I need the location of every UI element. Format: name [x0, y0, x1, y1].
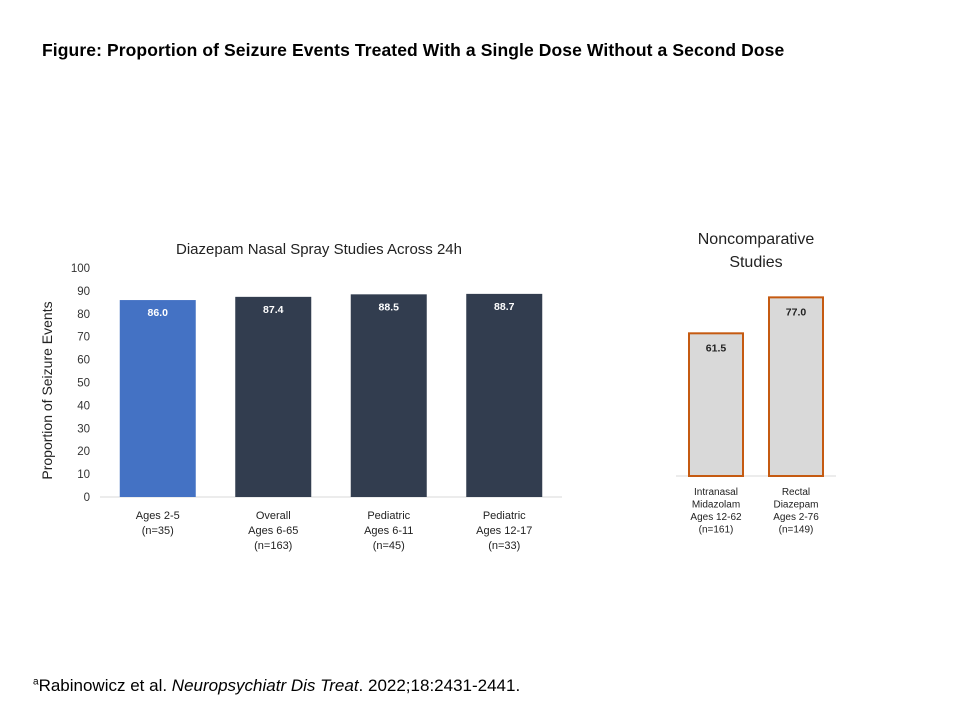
footnote-authors: Rabinowicz et al. — [38, 676, 172, 695]
chart2-bar — [688, 332, 744, 477]
chart1-category-label: Ages 6-65 — [248, 525, 298, 537]
chart1-y-axis-label: Proportion of Seizure Events — [39, 301, 55, 479]
chart1-title: Diazepam Nasal Spray Studies Across 24h — [176, 241, 462, 258]
chart1-y-tick-label: 40 — [77, 400, 90, 412]
chart1-y-tick-label: 0 — [84, 492, 90, 504]
footnote-journal: Neuropsychiatr Dis Treat — [171, 676, 359, 695]
chart1-y-tick-label: 90 — [77, 286, 90, 298]
chart1-y-tick-label: 20 — [77, 446, 90, 458]
chart1-y-tick-label: 100 — [71, 263, 90, 275]
chart1-data-label: 88.5 — [379, 301, 400, 313]
chart2-category-label: Rectal — [782, 487, 810, 498]
footnote-citation: aRabinowicz et al. Neuropsychiatr Dis Tr… — [33, 676, 520, 696]
chart2-category-label: Diazepam — [773, 500, 818, 511]
chart1-category-label: Ages 6-11 — [364, 525, 413, 537]
chart1-category-label: (n=35) — [142, 525, 174, 537]
chart2-category-label: Ages 12-62 — [690, 512, 742, 523]
chart2-category-label: (n=149) — [779, 525, 814, 536]
chart1-category-label: Pediatric — [367, 510, 410, 522]
chart1-category-label: (n=33) — [488, 540, 520, 552]
chart1-category-label: Pediatric — [483, 510, 526, 522]
chart2-category-label: (n=161) — [699, 525, 734, 536]
footnote-marker: a — [33, 676, 39, 688]
chart2-title: Studies — [729, 254, 782, 271]
chart1-bar — [119, 300, 196, 497]
chart1-bar — [350, 294, 427, 497]
chart2-data-label: 77.0 — [786, 306, 807, 318]
footnote-details: . 2022;18:2431-2441. — [358, 676, 521, 695]
chart1-y-tick-label: 10 — [77, 469, 90, 481]
chart1-y-tick-label: 50 — [77, 378, 90, 390]
chart2-bar — [768, 296, 824, 477]
chart1-data-label: 87.4 — [263, 304, 284, 316]
chart1-category-label: (n=45) — [373, 540, 405, 552]
chart2-data-label: 61.5 — [706, 342, 727, 354]
chart1-y-tick-label: 80 — [77, 309, 90, 321]
chart1-data-label: 86.0 — [148, 307, 169, 319]
chart1-category-label: Ages 2-5 — [136, 510, 180, 522]
chart2-category-label: Ages 2-76 — [773, 512, 819, 523]
chart1-y-tick-label: 30 — [77, 423, 90, 435]
chart1-category-label: Ages 12-17 — [476, 525, 532, 537]
chart2-category-label: Intranasal — [694, 487, 738, 498]
chart1-bar — [235, 296, 312, 497]
chart1-data-label: 88.7 — [494, 301, 515, 313]
chart2-category-label: Midazolam — [692, 500, 740, 511]
figure-title: Figure: Proportion of Seizure Events Tre… — [42, 40, 785, 60]
chart1-category-label: Overall — [256, 510, 291, 522]
chart1-category-label: (n=163) — [254, 540, 292, 552]
chart1-bar — [466, 293, 543, 497]
chart1-y-tick-label: 60 — [77, 355, 90, 367]
chart1-y-tick-label: 70 — [77, 332, 90, 344]
chart2-title: Noncomparative — [698, 231, 815, 248]
